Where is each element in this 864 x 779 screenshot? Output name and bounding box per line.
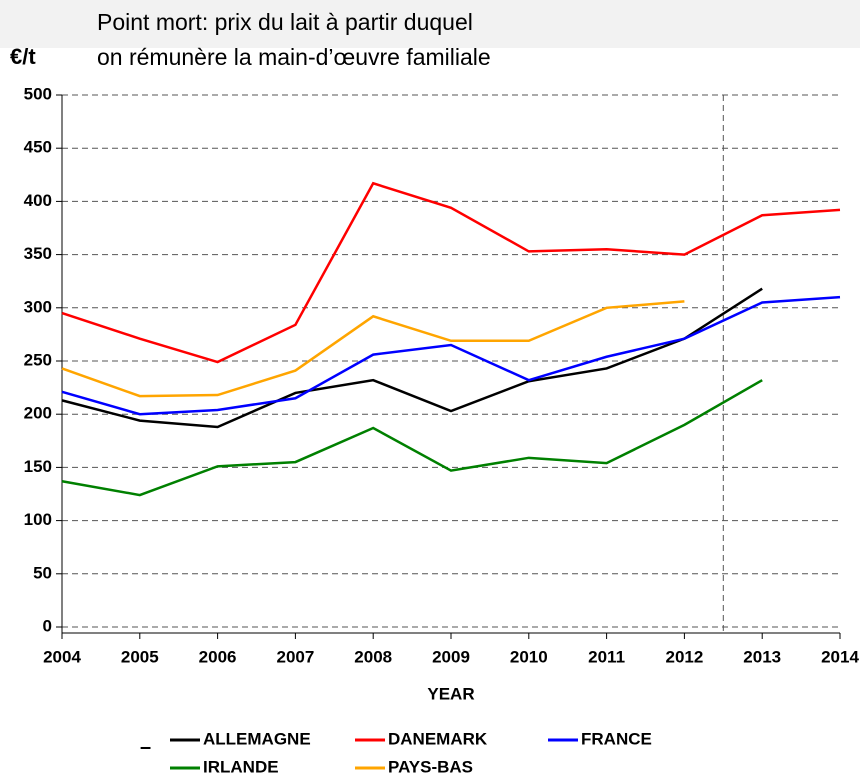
- legend-label: DANEMARK: [388, 729, 488, 748]
- x-tick-label: 2005: [121, 647, 159, 666]
- y-tick-label: 450: [24, 138, 52, 157]
- y-tick-label: 50: [33, 563, 52, 582]
- legend-prefix: –: [140, 736, 151, 758]
- y-tick-label: 100: [24, 510, 52, 529]
- title-band: [0, 0, 860, 48]
- x-tick-label: 2009: [432, 647, 470, 666]
- x-tick-label: 2004: [43, 647, 81, 666]
- legend-label: ALLEMAGNE: [203, 729, 311, 748]
- series-line: [61, 287, 763, 429]
- x-tick-label: 2010: [510, 647, 548, 666]
- x-tick-label: 2013: [743, 647, 781, 666]
- x-tick-label: 2014: [821, 647, 859, 666]
- y-tick-label: 250: [24, 350, 52, 369]
- legend-label: IRLANDE: [203, 757, 279, 776]
- x-tick-label: 2006: [199, 647, 237, 666]
- y-tick-label: 0: [43, 616, 52, 635]
- y-tick-label: 200: [24, 404, 52, 423]
- chart-title: on rémunère la main-d’œuvre familiale: [97, 44, 491, 70]
- series-line: [61, 295, 841, 416]
- y-tick-label: 350: [24, 244, 52, 263]
- x-tick-label: 2011: [588, 647, 625, 666]
- series-line: [61, 181, 841, 364]
- chart-title: Point mort: prix du lait à partir duquel: [97, 9, 473, 35]
- legend-label: FRANCE: [581, 729, 652, 748]
- y-tick-label: 150: [24, 457, 52, 476]
- series-line: [61, 379, 763, 497]
- x-tick-label: 2008: [354, 647, 392, 666]
- y-tick-label: 300: [24, 297, 52, 316]
- y-axis-label: €/t: [10, 44, 36, 69]
- legend-label: PAYS-BAS: [388, 757, 473, 776]
- y-tick-label: 400: [24, 191, 52, 210]
- x-tick-label: 2012: [665, 647, 703, 666]
- series-line: [61, 300, 685, 398]
- x-tick-label: 2007: [276, 647, 314, 666]
- x-axis-label: YEAR: [427, 684, 474, 703]
- y-tick-label: 500: [24, 84, 52, 103]
